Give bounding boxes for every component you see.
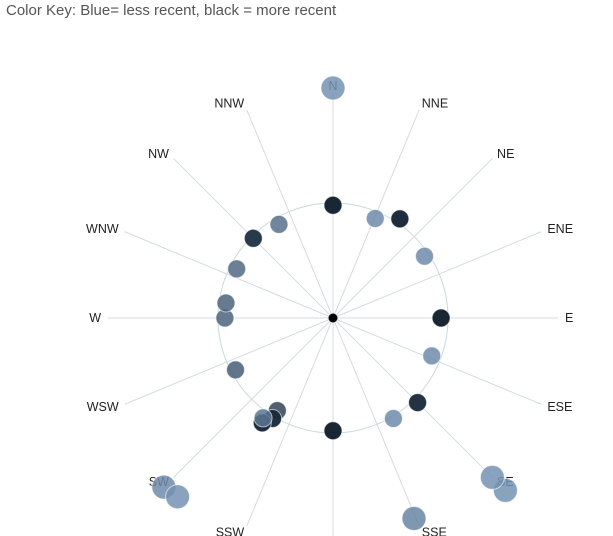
direction-label-ne: NE (497, 147, 514, 161)
spoke-ne (332, 158, 493, 319)
spoke-sw (173, 317, 334, 478)
data-point-20 (165, 484, 191, 510)
direction-label-nw: NW (148, 147, 169, 161)
spoke-wnw (124, 231, 334, 319)
center-point (328, 313, 338, 323)
data-point-9 (383, 409, 403, 429)
direction-label-sse: SSE (422, 525, 447, 536)
data-point-25 (243, 228, 263, 248)
direction-label-ene: ENE (547, 222, 573, 236)
data-point-5 (415, 246, 435, 266)
spoke-nnw (246, 109, 334, 319)
color-key: Color Key: Blue= less recent, black = mo… (6, 2, 337, 19)
direction-label-w: W (89, 311, 101, 325)
data-point-7 (422, 346, 442, 366)
direction-label-nnw: NNW (214, 97, 244, 111)
data-point-11 (479, 464, 505, 490)
data-point-3 (365, 208, 385, 228)
direction-label-ssw: SSW (216, 525, 245, 536)
direction-label-wnw: WNW (86, 222, 119, 236)
data-point-23 (216, 293, 236, 313)
data-point-26 (269, 214, 289, 234)
direction-label-e: E (565, 311, 573, 325)
spoke-ssw (246, 317, 334, 527)
spoke-ene (332, 231, 542, 319)
data-point-4 (390, 209, 410, 229)
data-point-24 (227, 259, 247, 279)
data-point-12 (401, 505, 427, 531)
direction-label-ese: ESE (547, 400, 572, 414)
data-point-1 (320, 75, 346, 101)
data-point-13 (323, 421, 343, 441)
data-point-8 (408, 393, 428, 413)
data-point-18 (253, 408, 273, 428)
data-points (151, 75, 518, 536)
direction-label-wsw: WSW (87, 400, 119, 414)
direction-label-nne: NNE (422, 97, 448, 111)
data-point-6 (431, 308, 451, 328)
data-point-2 (323, 195, 343, 215)
spoke-wsw (124, 317, 334, 405)
data-point-21 (226, 360, 246, 380)
spoke-sse (332, 317, 420, 527)
direction-labels: NNNENEENEEESESESSESSWSWWSWWWNWNWNNW (86, 79, 573, 536)
